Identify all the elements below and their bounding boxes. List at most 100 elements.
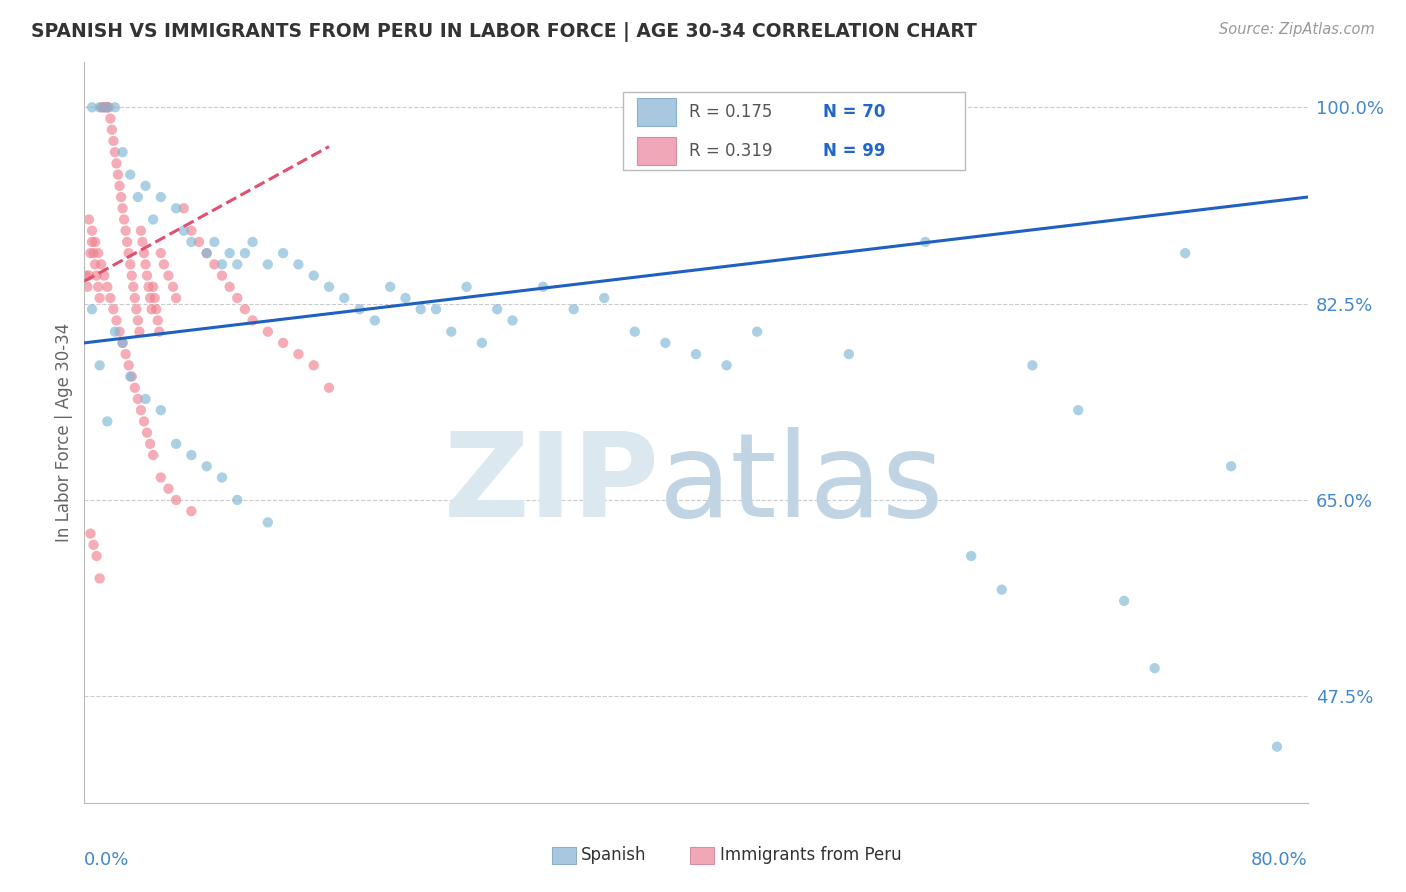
Point — [89, 571, 111, 585]
Point — [79, 526, 101, 541]
Point — [471, 335, 494, 350]
Point — [135, 257, 157, 271]
Point — [124, 381, 146, 395]
Point — [76, 280, 98, 294]
Point — [165, 201, 187, 215]
Point — [89, 100, 111, 114]
Text: 80.0%: 80.0% — [1251, 851, 1308, 869]
Text: R = 0.175: R = 0.175 — [689, 103, 772, 121]
Point — [226, 492, 249, 507]
Point — [502, 313, 524, 327]
Point — [139, 291, 162, 305]
Point — [77, 268, 100, 283]
Point — [128, 325, 150, 339]
Point — [233, 302, 256, 317]
Point — [146, 313, 169, 327]
Text: R = 0.319: R = 0.319 — [689, 143, 772, 161]
Point — [531, 280, 554, 294]
Point — [624, 325, 647, 339]
Point — [125, 302, 148, 317]
Point — [80, 224, 103, 238]
Point — [104, 100, 127, 114]
Point — [108, 178, 131, 193]
Point — [105, 156, 128, 170]
Text: SPANISH VS IMMIGRANTS FROM PERU IN LABOR FORCE | AGE 30-34 CORRELATION CHART: SPANISH VS IMMIGRANTS FROM PERU IN LABOR… — [31, 22, 977, 42]
Point — [131, 235, 153, 249]
FancyBboxPatch shape — [623, 92, 965, 169]
Point — [135, 178, 157, 193]
Bar — [551, 847, 576, 863]
Y-axis label: In Labor Force | Age 30-34: In Labor Force | Age 30-34 — [55, 323, 73, 542]
Point — [287, 257, 309, 271]
Point — [108, 325, 131, 339]
Point — [121, 369, 143, 384]
Point — [104, 145, 127, 160]
Bar — [637, 98, 676, 127]
Point — [112, 212, 135, 227]
Point — [562, 302, 585, 317]
Text: Immigrants from Peru: Immigrants from Peru — [720, 847, 903, 864]
Point — [233, 246, 256, 260]
Point — [1021, 359, 1043, 373]
Point — [1265, 739, 1288, 754]
Point — [129, 224, 152, 238]
Point — [96, 414, 118, 428]
Point — [80, 235, 103, 249]
Point — [202, 235, 225, 249]
Point — [157, 268, 180, 283]
Point — [838, 347, 860, 361]
Point — [89, 359, 111, 373]
Point — [242, 313, 264, 327]
Point — [380, 280, 402, 294]
Text: N = 99: N = 99 — [823, 143, 886, 161]
Point — [1067, 403, 1090, 417]
Point — [120, 168, 142, 182]
Point — [132, 246, 155, 260]
Point — [89, 291, 111, 305]
Point — [127, 392, 149, 406]
Point — [271, 246, 294, 260]
Point — [98, 291, 121, 305]
Point — [111, 335, 134, 350]
Point — [124, 291, 146, 305]
Point — [138, 280, 160, 294]
Point — [83, 538, 105, 552]
Point — [129, 403, 152, 417]
Point — [90, 100, 112, 114]
Point — [394, 291, 416, 305]
Point — [685, 347, 707, 361]
Point — [1114, 594, 1136, 608]
Point — [145, 302, 167, 317]
Point — [111, 201, 134, 215]
Point — [162, 280, 184, 294]
Point — [120, 257, 142, 271]
Point — [94, 100, 117, 114]
Text: 0.0%: 0.0% — [84, 851, 129, 869]
Point — [180, 235, 202, 249]
Point — [257, 516, 280, 530]
Point — [84, 235, 107, 249]
Point — [349, 302, 371, 317]
Point — [149, 246, 172, 260]
Point — [960, 549, 983, 563]
Point — [98, 112, 121, 126]
Point — [79, 246, 101, 260]
Point — [135, 392, 157, 406]
Point — [195, 459, 218, 474]
Point — [211, 268, 233, 283]
Point — [486, 302, 509, 317]
Point — [149, 403, 172, 417]
Point — [121, 268, 143, 283]
Point — [654, 335, 676, 350]
Point — [105, 313, 128, 327]
Point — [165, 437, 187, 451]
Point — [90, 257, 112, 271]
Point — [195, 246, 218, 260]
Point — [86, 268, 108, 283]
Point — [440, 325, 463, 339]
Point — [114, 224, 136, 238]
Point — [180, 224, 202, 238]
Point — [991, 582, 1014, 597]
Text: Spanish: Spanish — [581, 847, 647, 864]
Point — [80, 100, 103, 114]
